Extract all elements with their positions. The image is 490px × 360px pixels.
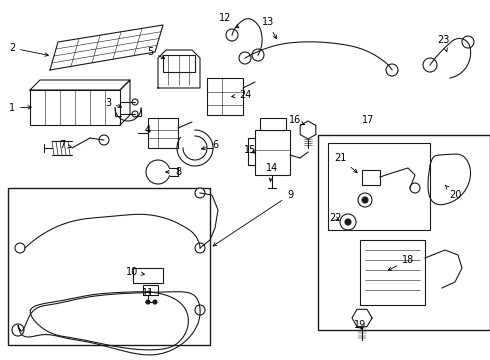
Text: 11: 11 [142,288,154,298]
Circle shape [340,214,356,230]
Circle shape [195,243,205,253]
Circle shape [362,197,368,203]
Circle shape [410,183,420,193]
Circle shape [15,243,25,253]
Text: 24: 24 [232,90,251,100]
Circle shape [423,58,437,72]
Bar [207,78,243,115]
Text: 17: 17 [362,115,374,125]
Text: 8: 8 [166,167,181,177]
Bar [163,55,195,72]
Text: 10: 10 [126,267,145,277]
Bar [148,118,178,148]
Circle shape [132,99,138,105]
Circle shape [386,64,398,76]
Circle shape [132,111,138,117]
Text: 14: 14 [266,163,278,181]
Text: 18: 18 [388,255,414,270]
Text: 15: 15 [244,145,256,155]
Text: 12: 12 [219,13,239,28]
Text: 21: 21 [334,153,357,172]
Bar [260,118,286,130]
Text: 23: 23 [437,35,449,51]
Text: 6: 6 [201,140,218,150]
Bar [30,90,120,125]
Bar [328,143,430,230]
Text: 5: 5 [147,47,165,59]
Text: 7: 7 [59,140,72,150]
Text: 16: 16 [289,115,304,125]
Bar [8,188,210,345]
Circle shape [345,219,351,225]
Circle shape [195,188,205,198]
Circle shape [99,135,109,145]
Text: 3: 3 [105,98,122,108]
Text: 20: 20 [445,185,461,200]
Text: 13: 13 [262,17,276,39]
Bar [143,285,158,295]
Circle shape [239,52,251,64]
Text: 19: 19 [354,320,366,330]
Bar [360,240,425,305]
Text: 2: 2 [9,43,49,56]
Circle shape [462,36,474,48]
Bar [133,268,163,283]
Circle shape [252,49,264,61]
Bar [255,130,290,175]
Bar [362,170,380,185]
Circle shape [146,300,150,304]
Circle shape [195,305,205,315]
Bar [318,135,490,330]
Text: 1: 1 [9,103,31,113]
Circle shape [153,300,157,304]
Circle shape [12,324,24,336]
Text: 22: 22 [329,213,341,223]
Text: 9: 9 [213,190,293,246]
Text: 4: 4 [145,125,151,135]
Circle shape [358,193,372,207]
Circle shape [226,29,238,41]
